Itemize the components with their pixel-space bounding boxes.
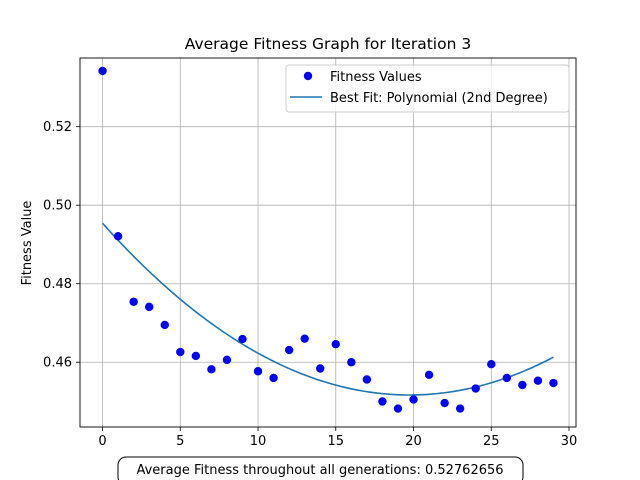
fitness-data-point xyxy=(471,384,480,393)
fitness-data-point xyxy=(549,378,558,388)
fitness-data-point xyxy=(378,397,387,406)
fitness-data-point xyxy=(113,232,123,241)
fitness-data-point xyxy=(518,380,527,390)
x-tick-label: 5 xyxy=(176,434,184,449)
fitness-data-point xyxy=(424,370,434,379)
y-axis-label: Fitness Value xyxy=(20,201,35,286)
x-tick-label: 30 xyxy=(561,434,578,449)
fitness-data-point xyxy=(176,347,185,357)
data-points-layer xyxy=(98,66,558,413)
annotation-text: Average Fitness throughout all generatio… xyxy=(136,463,503,478)
fitness-data-point xyxy=(331,339,340,349)
fitness-data-point xyxy=(347,358,356,367)
x-axis-ticks: 0 5 10 15 20 25 30 xyxy=(98,427,577,449)
fitness-data-point xyxy=(253,367,263,376)
fitness-data-point xyxy=(533,376,543,385)
y-tick-label: 0.50 xyxy=(43,199,72,214)
fitness-data-point xyxy=(393,404,403,413)
fitness-data-point xyxy=(222,355,232,365)
x-tick-label: 25 xyxy=(483,434,500,449)
x-tick-label: 15 xyxy=(328,434,345,449)
fitness-data-point xyxy=(455,404,465,413)
annotation-box xyxy=(117,456,524,480)
average-fitness-annotation: Average Fitness throughout all generatio… xyxy=(117,456,524,480)
fitness-data-point xyxy=(207,365,216,374)
fitness-data-point xyxy=(129,297,138,306)
legend-label-best-fit: Best Fit: Polynomial (2nd Degree) xyxy=(330,91,548,106)
fitness-data-point xyxy=(362,375,372,384)
y-axis-ticks: 0.46 0.48 0.50 0.52 xyxy=(43,120,80,371)
fitness-data-point xyxy=(284,345,294,355)
fitness-data-point xyxy=(487,359,496,369)
legend: Fitness Values Best Fit: Polynomial (2nd… xyxy=(285,64,570,113)
fitness-data-point xyxy=(160,320,169,330)
fitness-data-point xyxy=(300,334,309,343)
fitness-data-point xyxy=(98,66,107,76)
fitness-data-point xyxy=(269,373,278,383)
legend-scatter-marker xyxy=(303,71,313,81)
y-tick-label: 0.46 xyxy=(43,356,72,371)
legend-box xyxy=(285,64,570,113)
fitness-data-point xyxy=(191,351,201,361)
fitness-data-point xyxy=(409,395,418,404)
fitness-data-point xyxy=(440,398,449,408)
x-tick-label: 20 xyxy=(405,434,422,449)
chart-title: Average Fitness Graph for Iteration 3 xyxy=(185,35,471,53)
y-tick-label: 0.52 xyxy=(43,120,72,135)
fitness-data-point xyxy=(502,373,512,383)
fitness-data-point xyxy=(316,364,325,373)
x-tick-label: 10 xyxy=(250,434,267,449)
x-tick-label: 0 xyxy=(98,434,106,449)
legend-label-fitness-values: Fitness Values xyxy=(330,70,422,85)
fitness-data-point xyxy=(144,302,154,312)
plot-area-frame xyxy=(79,57,577,428)
y-tick-label: 0.48 xyxy=(43,277,72,292)
fitness-data-point xyxy=(238,334,247,344)
